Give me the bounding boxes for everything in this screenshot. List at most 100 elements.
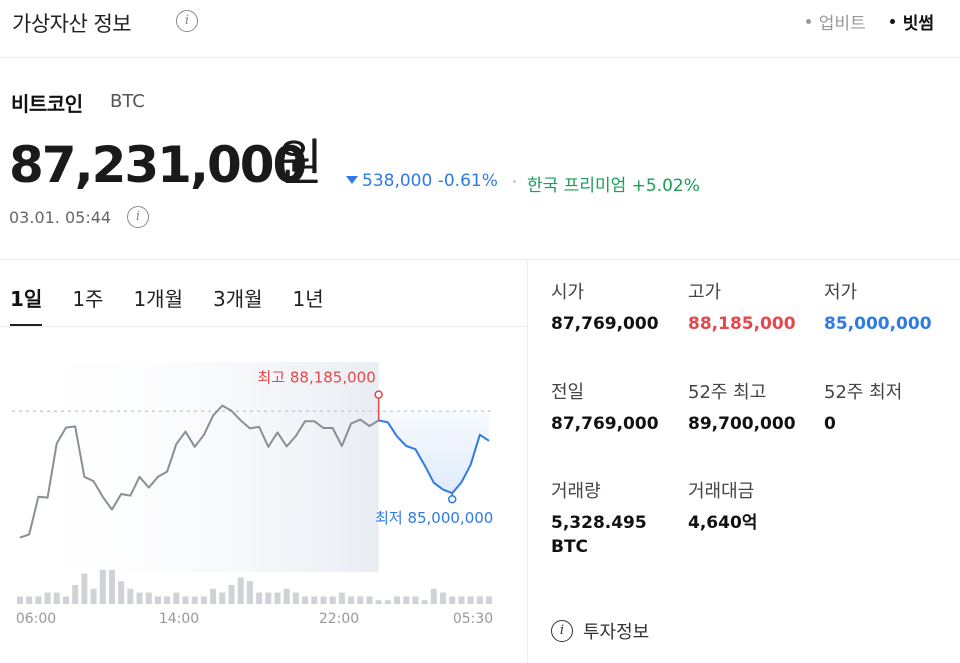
exchange-bithumb[interactable]: 빗썸 — [889, 9, 934, 34]
x-tick-label: 22:00 — [319, 611, 359, 627]
low-label: 최저 85,000,000 — [375, 509, 493, 527]
volume-bar — [246, 581, 253, 604]
exchange-label: 업비트 — [818, 14, 866, 34]
tab-1d[interactable]: 1일 — [10, 283, 43, 326]
volume-bar — [90, 588, 97, 604]
volume-bar — [384, 600, 391, 604]
volume-bar — [219, 592, 226, 604]
change-rate: -0.61% — [437, 171, 498, 191]
divider — [0, 326, 527, 327]
x-tick-label: 14:00 — [159, 611, 199, 627]
volume-bar — [200, 596, 207, 604]
stat-value: 88,185,000 — [688, 314, 796, 334]
volume-bar — [375, 600, 382, 604]
stat-value: 0 — [824, 414, 836, 434]
volume-bar — [357, 596, 364, 604]
bullet-icon — [805, 19, 811, 24]
volume-bar — [17, 596, 23, 604]
stat-trade-value: 거래대금 4,640억 — [688, 477, 828, 535]
volume-bar — [62, 596, 69, 604]
volume-bar — [292, 592, 299, 604]
volume-bar — [53, 592, 60, 604]
volume-bar — [237, 577, 244, 604]
stat-52w-low: 52주 최저 0 — [824, 378, 960, 436]
stat-52w-high: 52주 최고 89,700,000 — [688, 378, 828, 436]
volume-bar — [329, 596, 336, 604]
stat-value: 87,769,000 — [551, 314, 659, 334]
stat-label: 전일 — [551, 382, 585, 403]
volume-bar — [394, 596, 401, 604]
info-icon[interactable]: i — [176, 10, 198, 32]
volume-bar — [412, 596, 419, 604]
volume-bar — [35, 596, 42, 604]
info-icon: i — [551, 620, 573, 642]
volume-bar — [458, 596, 465, 604]
stat-open: 시가 87,769,000 — [551, 278, 691, 336]
volume-bar — [283, 588, 290, 604]
volume-bar — [430, 588, 437, 604]
volume-bar — [228, 585, 235, 604]
tab-1m[interactable]: 1개월 — [133, 287, 183, 311]
volume-bar — [173, 592, 180, 604]
volume-bar — [311, 596, 318, 604]
stat-label: 거래대금 — [688, 481, 755, 502]
timestamp: 03.01. 05:44 — [9, 208, 112, 227]
volume-bar — [486, 596, 492, 604]
x-tick-label: 06:00 — [16, 611, 56, 627]
high-marker — [374, 390, 383, 399]
divider — [527, 260, 528, 663]
volume-bar — [44, 592, 51, 604]
tab-1w[interactable]: 1주 — [72, 287, 104, 311]
volume-bar — [366, 596, 373, 604]
stat-label: 고가 — [688, 282, 722, 303]
price-chart[interactable]: 최고 88,185,000 최저 85,000,000 06:00 14:00 22:0… — [0, 330, 527, 663]
stat-label: 52주 최저 — [824, 382, 903, 403]
volume-bar — [72, 585, 79, 604]
bullet-icon — [889, 19, 895, 24]
stat-value: 87,769,000 — [551, 414, 659, 434]
stat-value: 85,000,000 — [824, 314, 932, 334]
stat-high: 고가 88,185,000 — [688, 278, 828, 336]
down-triangle-icon — [346, 176, 358, 184]
volume-bar — [320, 596, 327, 604]
page-title: 가상자산 정보 — [12, 12, 132, 36]
volume-bar — [210, 588, 217, 604]
period-tabs: 1일 1주 1개월 3개월 1년 — [10, 283, 354, 326]
volume-bar — [26, 596, 33, 604]
volume-bar — [403, 596, 410, 604]
volume-bar — [108, 569, 115, 604]
current-price: 87,231,000 — [9, 136, 307, 194]
price-change: 538,000 -0.61% — [346, 171, 498, 191]
divider — [0, 259, 960, 260]
price-unit: 원 — [277, 134, 323, 192]
volume-bar — [467, 596, 474, 604]
volume-bar — [265, 592, 272, 604]
volume-bar — [348, 596, 355, 604]
change-amount: 538,000 — [362, 171, 433, 191]
volume-bar — [449, 596, 456, 604]
stat-label: 시가 — [551, 282, 585, 303]
exchange-upbit[interactable]: 업비트 — [805, 9, 866, 34]
coin-symbol: BTC — [110, 91, 145, 112]
high-label: 최고 88,185,000 — [258, 369, 376, 387]
tab-3m[interactable]: 3개월 — [212, 287, 263, 311]
x-tick-label: 05:30 — [453, 611, 493, 627]
volume-bar — [274, 592, 281, 604]
volume-bar — [99, 569, 106, 604]
volume-bar — [421, 600, 428, 604]
tab-1y[interactable]: 1년 — [292, 287, 324, 311]
stat-volume: 거래량 5,328.495 BTC — [551, 477, 661, 559]
volume-bar — [182, 596, 189, 604]
premium-label: 한국 프리미엄 — [527, 176, 627, 196]
volume-bar — [81, 573, 88, 604]
low-marker — [447, 494, 457, 504]
info-icon[interactable]: i — [127, 206, 149, 228]
stat-label: 52주 최고 — [688, 382, 767, 403]
stat-value: 89,700,000 — [688, 414, 796, 434]
volume-bar — [338, 592, 345, 604]
stat-prev-close: 전일 87,769,000 — [551, 378, 691, 436]
korea-premium: 한국 프리미엄 +5.02% — [527, 171, 700, 196]
invest-info-link[interactable]: i 투자정보 — [551, 618, 649, 644]
stat-value: 4,640억 — [688, 513, 758, 533]
stat-label: 저가 — [824, 282, 858, 303]
